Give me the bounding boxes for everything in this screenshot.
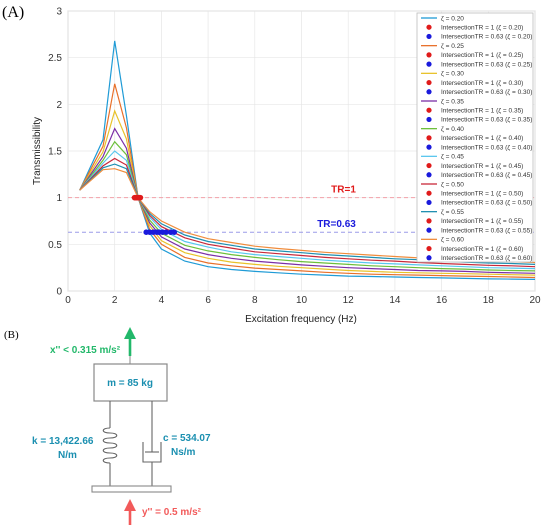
x-tick-label: 16 bbox=[436, 295, 448, 306]
legend-box bbox=[416, 12, 534, 263]
y-tick-label: 1 bbox=[56, 193, 62, 204]
x-tick-label: 4 bbox=[159, 295, 165, 306]
legend-entry: ζ = 0.40 bbox=[441, 126, 464, 133]
legend-marker-swatch bbox=[426, 116, 432, 123]
y-tick-label: 2.5 bbox=[48, 53, 62, 64]
damper-label: c = 534.07 bbox=[163, 433, 211, 444]
tick-labels: 0 2 4 6 8 10 12 14 16 18 20 0 0.5 1 1.5 2 2.5 3 bbox=[48, 7, 541, 307]
legend-marker-swatch bbox=[426, 135, 432, 141]
x-tick-label: 12 bbox=[343, 295, 355, 306]
legend: ζ = 0.20 IntersectionTR = 1 (ζ = 0.20) Int… bbox=[416, 12, 534, 263]
legend-entry: IntersectionTR = 1 (ζ = 0.35) bbox=[441, 108, 523, 115]
mass-spring-damper-diagram: x'' < 0.315 m/s² m = 85 kg k = 13,422.66… bbox=[32, 327, 211, 525]
reference-line-label: TR=0.63 bbox=[317, 219, 356, 230]
legend-entry: IntersectionTR = 0.63 (ζ = 0.30) bbox=[441, 89, 532, 96]
legend-marker-swatch bbox=[426, 172, 432, 178]
x-tick-label: 2 bbox=[112, 295, 118, 306]
x-tick-label: 20 bbox=[529, 295, 541, 306]
legend-entry: IntersectionTR = 0.63 (ζ = 0.25) bbox=[441, 61, 532, 68]
spring-icon bbox=[102, 401, 118, 486]
y-tick-label: 0 bbox=[56, 287, 62, 298]
legend-entry: ζ = 0.50 bbox=[441, 181, 464, 188]
y-tick-label: 1.5 bbox=[48, 147, 62, 158]
legend-entry: ζ = 0.20 bbox=[441, 15, 464, 22]
legend-marker-swatch bbox=[426, 162, 432, 169]
mass-block bbox=[93, 363, 168, 402]
legend-entry: IntersectionTR = 0.63 (ζ = 0.40) bbox=[441, 144, 532, 151]
legend-marker-swatch bbox=[426, 144, 432, 150]
intersection-point-tr1 bbox=[136, 194, 143, 201]
panel-label-b: (B) bbox=[4, 329, 19, 341]
legend-entry: IntersectionTR = 1 (ζ = 0.40) bbox=[441, 135, 523, 142]
legend-marker-swatch bbox=[426, 255, 432, 261]
legend-entry: IntersectionTR = 1 (ζ = 0.50) bbox=[441, 191, 523, 198]
legend-entry: ζ = 0.60 bbox=[441, 237, 464, 244]
transmissibility-chart: TR=1 TR=0.63 0 2 4 6 8 10 12 14 16 18 20 0 0.5 1 1.5 2 2.… bbox=[32, 7, 541, 326]
legend-entry: ζ = 0.35 bbox=[441, 98, 464, 105]
legend-marker-swatch bbox=[426, 199, 432, 206]
legend-entry: IntersectionTR = 1 (ζ = 0.55) bbox=[441, 218, 523, 225]
legend-entry: ζ = 0.55 bbox=[441, 209, 464, 216]
legend-marker-swatch bbox=[426, 61, 432, 67]
intersection-point-tr063 bbox=[171, 229, 178, 235]
legend-entry: IntersectionTR = 1 (ζ = 0.20) bbox=[441, 25, 523, 32]
x-tick-label: 8 bbox=[252, 295, 258, 306]
legend-entry: IntersectionTR = 1 (ζ = 0.60) bbox=[441, 246, 523, 253]
legend-entry: IntersectionTR = 0.63 (ζ = 0.20) bbox=[441, 34, 532, 41]
series-line bbox=[79, 83, 536, 279]
intersection-point-tr063 bbox=[163, 229, 169, 235]
x-tick-label: 18 bbox=[483, 295, 495, 306]
legend-marker-swatch bbox=[426, 79, 432, 86]
reference-line-label: TR=1 bbox=[331, 185, 356, 196]
legend-entry: IntersectionTR = 1 (ζ = 0.30) bbox=[441, 80, 523, 87]
damper-unit: Ns/m bbox=[171, 447, 196, 458]
legend-marker-swatch bbox=[426, 89, 432, 95]
y-tick-label: 0.5 bbox=[48, 240, 62, 251]
legend-entry: IntersectionTR = 0.63 (ζ = 0.60) bbox=[441, 255, 532, 262]
up-arrow-green-icon bbox=[124, 327, 136, 356]
intersection-markers bbox=[131, 194, 178, 235]
legend-entry: IntersectionTR = 1 (ζ = 0.45) bbox=[441, 163, 523, 170]
legend-entry: ζ = 0.45 bbox=[441, 154, 464, 161]
series-lines bbox=[79, 40, 536, 280]
legend-marker-swatch bbox=[426, 227, 432, 233]
legend-entry: IntersectionTR = 0.63 (ζ = 0.50) bbox=[441, 200, 532, 207]
legend-entry: ζ = 0.30 bbox=[441, 71, 464, 78]
legend-entry: IntersectionTR = 0.63 (ζ = 0.55) bbox=[441, 227, 532, 234]
y-axis-label: Transmissibility bbox=[32, 117, 43, 185]
series-line bbox=[79, 109, 536, 276]
x-tick-label: 14 bbox=[389, 295, 401, 306]
x-tick-label: 0 bbox=[65, 295, 71, 306]
bottom-acceleration-label: y'' = 0.5 m/s² bbox=[142, 507, 202, 518]
x-tick-label: 10 bbox=[296, 295, 308, 306]
legend-marker-swatch bbox=[426, 245, 432, 252]
y-tick-label: 3 bbox=[56, 7, 62, 18]
legend-marker-swatch bbox=[426, 52, 432, 58]
panel-label-a: (A) bbox=[2, 4, 25, 21]
up-arrow-red-icon bbox=[124, 499, 136, 525]
damper-icon bbox=[142, 401, 162, 486]
legend-marker-swatch bbox=[426, 33, 432, 40]
base-platform bbox=[91, 485, 172, 493]
legend-marker-swatch bbox=[426, 218, 432, 224]
series-line bbox=[79, 40, 536, 280]
legend-entry: IntersectionTR = 0.63 (ζ = 0.45) bbox=[441, 172, 532, 179]
legend-marker-swatch bbox=[426, 190, 432, 196]
spring-label: k = 13,422.66 bbox=[32, 436, 94, 447]
legend-marker-swatch bbox=[426, 107, 432, 113]
y-tick-label: 2 bbox=[56, 100, 62, 111]
legend-marker-swatch bbox=[426, 24, 432, 30]
legend-entry: IntersectionTR = 1 (ζ = 0.25) bbox=[441, 52, 523, 59]
spring-unit: N/m bbox=[58, 450, 77, 461]
x-axis-label: Excitation frequency (Hz) bbox=[245, 314, 357, 325]
top-acceleration-label: x'' < 0.315 m/s² bbox=[50, 345, 121, 356]
legend-entry: ζ = 0.25 bbox=[441, 43, 464, 50]
x-tick-label: 6 bbox=[205, 295, 211, 306]
mass-label: m = 85 kg bbox=[107, 378, 153, 389]
legend-entry: IntersectionTR = 0.63 (ζ = 0.35) bbox=[441, 117, 532, 124]
